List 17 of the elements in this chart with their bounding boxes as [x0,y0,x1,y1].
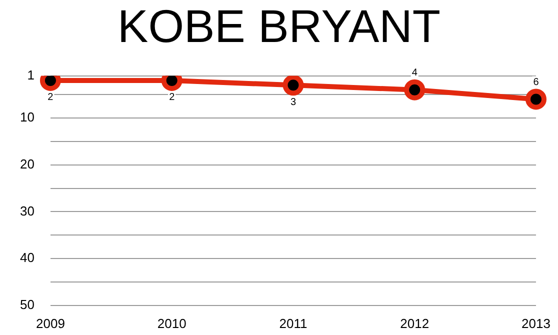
y-tick-label: 30 [20,203,34,218]
x-tick-label: 2011 [279,316,308,331]
data-label: 4 [412,68,418,79]
data-label: 6 [533,76,540,88]
x-tick-label: 2010 [157,316,186,331]
x-tick-label: 2012 [400,316,430,331]
y-tick-label: 20 [20,156,34,172]
y-tick-label: 1 [27,67,34,82]
data-label: 2 [169,92,176,104]
chart-title: KOBE BRYANT [116,0,442,52]
x-tick-label: 2013 [522,316,550,331]
y-tick-label: 50 [20,296,34,312]
data-label: 3 [290,96,296,108]
x-tick-label: 2009 [36,316,65,331]
y-tick-label: 10 [20,110,34,125]
y-tick-label: 40 [20,250,34,266]
data-label: 2 [48,92,54,104]
